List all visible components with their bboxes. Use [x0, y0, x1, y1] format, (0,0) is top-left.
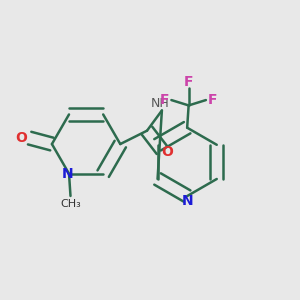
Text: CH₃: CH₃ — [60, 199, 81, 209]
Text: F: F — [208, 93, 217, 107]
Text: F: F — [184, 75, 194, 88]
Text: NH: NH — [151, 97, 170, 110]
Text: F: F — [160, 93, 170, 107]
Text: N: N — [181, 194, 193, 208]
Text: O: O — [161, 146, 173, 159]
Text: O: O — [15, 131, 27, 145]
Text: N: N — [62, 167, 73, 181]
